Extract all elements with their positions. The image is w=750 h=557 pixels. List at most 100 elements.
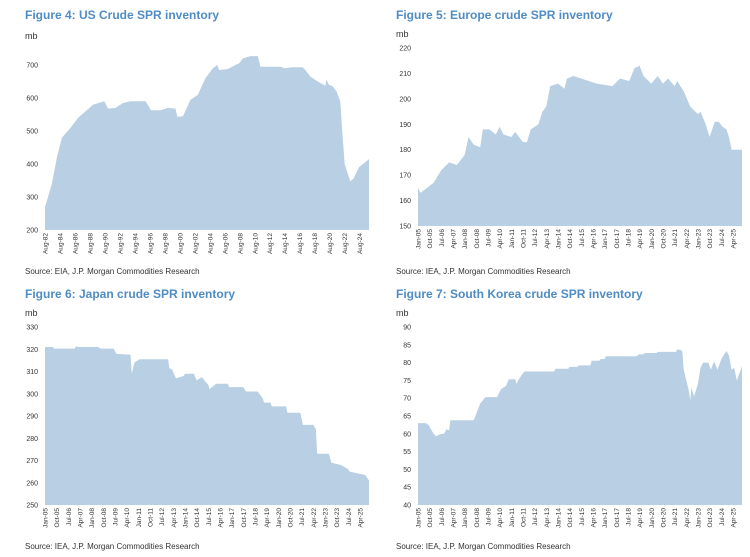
x-tick-label: Jan-20 xyxy=(649,508,656,528)
y-tick-label: 55 xyxy=(403,449,411,456)
x-tick-label: Apr-13 xyxy=(544,229,551,249)
y-tick-label: 300 xyxy=(26,391,38,398)
x-tick-label: Apr-16 xyxy=(217,508,224,528)
chart-us: Figure 4: US Crude SPR inventory mb Source… xyxy=(25,8,369,276)
x-tick-label: Jan-23 xyxy=(695,508,702,528)
chart-japan: Figure 6: Japan crude SPR inventory mb Sou… xyxy=(25,287,369,551)
x-tick-label: Jan-05 xyxy=(416,508,423,528)
y-tick-label: 600 xyxy=(26,96,38,103)
source-note: Source: IEA, J.P. Morgan Commodities Res… xyxy=(396,542,571,551)
x-tick-label: Aug-00 xyxy=(177,233,184,254)
x-tick-label: Aug-90 xyxy=(102,233,109,254)
y-tick-label: 85 xyxy=(403,342,411,349)
y-tick-label: 170 xyxy=(399,173,411,180)
area-series xyxy=(45,345,369,505)
y-axis-unit: mb xyxy=(25,31,38,41)
x-tick-label: Aug-04 xyxy=(207,233,214,254)
y-tick-label: 210 xyxy=(399,71,411,78)
x-tick-label: Jan-08 xyxy=(462,229,469,249)
x-tick-label: Aug-08 xyxy=(237,233,244,254)
y-tick-label: 60 xyxy=(403,431,411,438)
x-tick-label: Jul-24 xyxy=(719,508,726,526)
x-tick-label: Jul-15 xyxy=(579,229,586,247)
x-tick-label: Oct-17 xyxy=(614,229,621,249)
x-tick-label: Jul-06 xyxy=(439,508,446,526)
chart-europe: Figure 5: Europe crude SPR inventory mb So… xyxy=(396,8,742,276)
x-tick-label: Apr-10 xyxy=(497,229,504,249)
y-tick-label: 75 xyxy=(403,378,411,385)
y-tick-label: 70 xyxy=(403,396,411,403)
y-tick-label: 500 xyxy=(26,129,38,136)
x-tick-label: Jul-06 xyxy=(66,508,73,526)
x-tick-label: Jul-24 xyxy=(719,229,726,247)
x-tick-label: Oct-08 xyxy=(474,229,481,249)
x-tick-label: Jan-08 xyxy=(462,508,469,528)
x-tick-label: Apr-16 xyxy=(590,508,597,528)
y-tick-label: 160 xyxy=(399,198,411,205)
x-tick-label: Jul-18 xyxy=(625,508,632,526)
x-tick-label: Apr-07 xyxy=(450,229,457,249)
x-tick-label: Apr-22 xyxy=(311,508,318,528)
x-tick-label: Jan-11 xyxy=(136,508,143,528)
x-tick-label: Jul-06 xyxy=(439,229,446,247)
area-series xyxy=(45,56,369,230)
y-tick-label: 200 xyxy=(26,228,38,235)
y-axis-unit: mb xyxy=(396,29,409,39)
x-tick-label: Jan-14 xyxy=(555,229,562,249)
x-tick-label: Aug-10 xyxy=(252,233,259,254)
x-tick-label: Oct-11 xyxy=(147,508,154,527)
x-tick-label: Jul-09 xyxy=(485,508,492,526)
chart-title: Figure 4: US Crude SPR inventory xyxy=(25,8,219,22)
x-tick-label: Jan-17 xyxy=(602,229,609,249)
y-tick-label: 90 xyxy=(403,325,411,332)
x-tick-label: Jul-18 xyxy=(625,229,632,247)
x-tick-label: Aug-14 xyxy=(282,233,289,254)
x-tick-label: Jan-11 xyxy=(509,508,516,528)
area-series xyxy=(418,349,742,505)
y-tick-label: 220 xyxy=(399,46,411,53)
x-tick-label: Jan-17 xyxy=(229,508,236,528)
y-tick-label: 400 xyxy=(26,162,38,169)
x-tick-label: Jan-14 xyxy=(182,508,189,528)
x-tick-label: Jul-21 xyxy=(672,508,679,526)
y-tick-label: 80 xyxy=(403,360,411,367)
x-tick-label: Aug-98 xyxy=(162,233,169,254)
x-tick-label: Jan-23 xyxy=(695,229,702,249)
x-tick-label: Jan-23 xyxy=(322,508,329,528)
x-tick-label: Oct-17 xyxy=(614,508,621,528)
x-tick-label: Oct-08 xyxy=(101,508,108,528)
y-tick-label: 190 xyxy=(399,122,411,129)
y-tick-label: 180 xyxy=(399,147,411,154)
x-tick-label: Aug-88 xyxy=(87,233,94,254)
x-tick-label: Oct-14 xyxy=(567,508,574,528)
x-tick-label: Oct-17 xyxy=(241,508,248,528)
x-tick-label: Aug-06 xyxy=(222,233,229,254)
y-tick-label: 300 xyxy=(26,195,38,202)
chart-title: Figure 5: Europe crude SPR inventory xyxy=(396,8,613,22)
x-tick-label: Oct-14 xyxy=(567,229,574,249)
y-tick-label: 40 xyxy=(403,503,411,510)
x-tick-label: Jan-14 xyxy=(555,508,562,528)
y-axis-unit: mb xyxy=(396,308,409,318)
x-tick-label: Apr-16 xyxy=(590,229,597,249)
x-tick-label: Apr-19 xyxy=(264,508,271,528)
x-tick-label: Apr-10 xyxy=(124,508,131,528)
x-tick-label: Oct-14 xyxy=(194,508,201,528)
x-tick-label: Oct-23 xyxy=(334,508,341,528)
x-tick-label: Oct-20 xyxy=(660,508,667,528)
y-tick-label: 50 xyxy=(403,467,411,474)
x-tick-label: Jul-12 xyxy=(532,229,539,247)
y-axis-unit: mb xyxy=(25,308,38,318)
x-tick-label: Jan-17 xyxy=(602,508,609,528)
x-tick-label: Jul-21 xyxy=(672,229,679,247)
x-tick-label: Aug-92 xyxy=(117,233,124,254)
x-tick-label: Apr-19 xyxy=(637,508,644,528)
x-tick-label: Jan-20 xyxy=(649,229,656,249)
x-tick-label: Jul-09 xyxy=(485,229,492,247)
x-tick-label: Apr-10 xyxy=(497,508,504,528)
x-tick-label: Aug-18 xyxy=(312,233,319,254)
y-tick-label: 45 xyxy=(403,485,411,492)
x-tick-label: Jan-20 xyxy=(276,508,283,528)
x-tick-label: Jul-09 xyxy=(112,508,119,526)
